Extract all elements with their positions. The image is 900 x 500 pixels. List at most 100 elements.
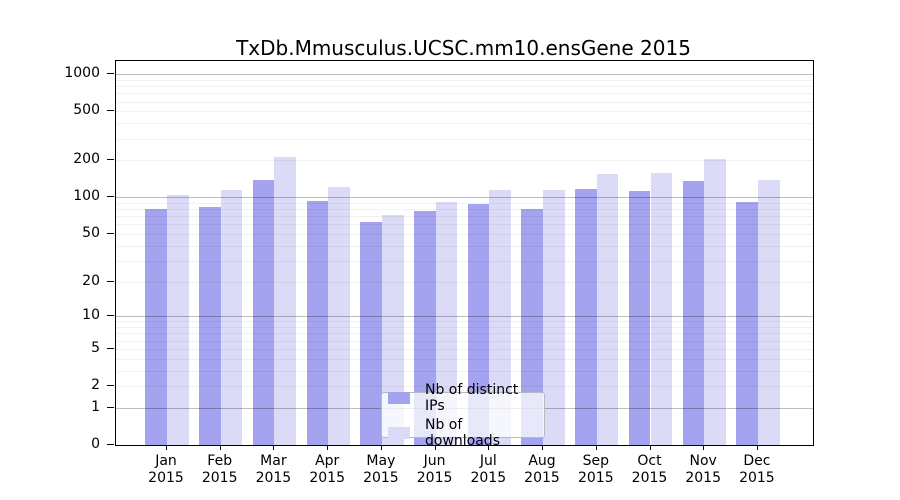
bar-apr-downloads: [328, 186, 350, 445]
y-tick-mark-5: [107, 347, 114, 349]
bar-nov-downloads: [704, 159, 726, 445]
x-label-year: 2015: [255, 470, 292, 486]
x-label-month: Sep: [582, 453, 609, 469]
x-tick-mark-nov: [703, 445, 705, 450]
bar-aug-ips: [521, 209, 543, 445]
bar-jun-downloads: [435, 201, 458, 445]
x-tick-mark-mar: [273, 445, 275, 450]
x-tick-label-apr: Apr 2015: [309, 453, 345, 487]
y-tick-mark-2: [107, 385, 114, 387]
bar-feb-ips: [199, 206, 221, 445]
bar-feb-downloads: [220, 190, 243, 445]
bars-layer: [116, 61, 813, 445]
x-tick-mark-apr: [327, 445, 329, 450]
x-label-year: 2015: [470, 470, 507, 486]
y-tick-mark-100: [107, 196, 114, 198]
x-tick-label-feb: Feb 2015: [202, 453, 238, 487]
bar-mar-downloads: [274, 156, 297, 445]
gridline-5: [116, 348, 813, 350]
y-tick-mark-200: [107, 159, 114, 161]
bar-jan-downloads: [167, 194, 189, 445]
x-tick-mark-sep: [595, 445, 597, 450]
x-tick-label-aug: Aug 2015: [524, 453, 560, 487]
x-tick-label-jan: Jan 2015: [148, 453, 184, 487]
grid-layer: [116, 61, 813, 445]
x-tick-mark-aug: [542, 445, 543, 450]
y-tick-mark-20: [107, 280, 114, 282]
x-label-month: May: [366, 453, 396, 469]
gridline-9: [116, 321, 813, 323]
x-label-year: 2015: [201, 470, 238, 486]
gridline-4: [116, 358, 813, 360]
gridline-800: [116, 86, 813, 88]
legend-label-distinct-ips: Nb of distinct IPs: [425, 381, 519, 414]
gridline-70: [116, 216, 813, 218]
x-label-month: Jul: [479, 453, 497, 469]
gridline-400: [116, 123, 813, 125]
x-label-month: Jun: [423, 453, 446, 469]
gridline-6: [116, 340, 813, 342]
y-tick-label-500: 500: [73, 102, 100, 119]
gridline-2: [116, 386, 813, 388]
gridline-90: [116, 203, 813, 204]
x-label-year: 2015: [524, 470, 560, 486]
bar-aug-downloads: [543, 189, 565, 445]
x-label-month: Mar: [260, 453, 287, 469]
bar-jan-ips: [145, 208, 167, 445]
y-tick-label-5: 5: [91, 339, 100, 356]
x-label-year: 2015: [148, 470, 184, 486]
gridline-10: [116, 316, 813, 318]
x-tick-mark-jun: [434, 445, 436, 450]
x-tick-label-sep: Sep 2015: [578, 453, 614, 487]
chart-title: TxDb.Mmusculus.UCSC.mm10.ensGene 2015: [236, 36, 691, 60]
gridline-60: [116, 224, 813, 226]
x-label-year: 2015: [416, 470, 453, 486]
x-label-year: 2015: [309, 470, 346, 486]
y-tick-mark-1: [107, 406, 114, 408]
y-tick-label-1000: 1000: [64, 65, 100, 82]
x-label-month: Oct: [637, 453, 662, 469]
x-label-month: Aug: [528, 453, 556, 469]
bar-dec-downloads: [757, 179, 780, 445]
x-label-year: 2015: [685, 470, 722, 486]
y-tick-label-200: 200: [73, 151, 100, 168]
legend-swatch-distinct-ips: [388, 391, 410, 404]
x-tick-label-may: May 2015: [363, 453, 399, 487]
y-tick-mark-10: [107, 315, 114, 317]
gridline-900: [116, 79, 813, 81]
x-label-month: Jan: [155, 453, 177, 469]
x-label-month: Feb: [207, 453, 233, 469]
legend-swatch-downloads: [388, 426, 410, 439]
x-label-year: 2015: [631, 470, 668, 486]
gridline-80: [116, 209, 813, 211]
x-label-year: 2015: [363, 470, 399, 486]
y-tick-mark-0: [107, 444, 114, 445]
x-tick-label-jul: Jul 2015: [470, 453, 506, 487]
x-tick-label-nov: Nov 2015: [685, 453, 721, 487]
gridline-300: [116, 138, 813, 140]
gridline-500: [116, 111, 813, 113]
legend-entry-downloads: Nb of downloads: [388, 417, 536, 449]
legend: Nb of distinct IPs Nb of downloads: [381, 382, 545, 449]
x-label-month: Apr: [315, 453, 340, 469]
x-tick-mark-feb: [219, 445, 221, 450]
gridline-700: [116, 93, 813, 95]
bar-may-downloads: [381, 214, 404, 445]
x-tick-mark-jul: [488, 445, 490, 450]
gridline-100: [116, 197, 813, 199]
x-tick-label-jun: Jun 2015: [417, 453, 453, 487]
gridline-20: [116, 281, 813, 283]
legend-label-downloads: Nb of downloads: [425, 416, 500, 449]
x-tick-label-dec: Dec 2015: [739, 453, 775, 487]
legend-entry-distinct-ips: Nb of distinct IPs: [388, 382, 536, 414]
gridline-1000: [116, 74, 813, 76]
bar-dec-ips: [736, 202, 758, 445]
x-label-year: 2015: [577, 470, 614, 486]
y-tick-mark-500: [107, 110, 114, 112]
y-tick-label-1: 1: [91, 398, 100, 415]
y-tick-label-2: 2: [91, 377, 100, 394]
bar-jun-ips: [413, 210, 436, 445]
y-tick-label-100: 100: [73, 188, 100, 205]
x-axis: Jan 2015 Feb 2015 Mar 2015 Apr 2015 May 2015 Jun 20…: [115, 444, 812, 500]
